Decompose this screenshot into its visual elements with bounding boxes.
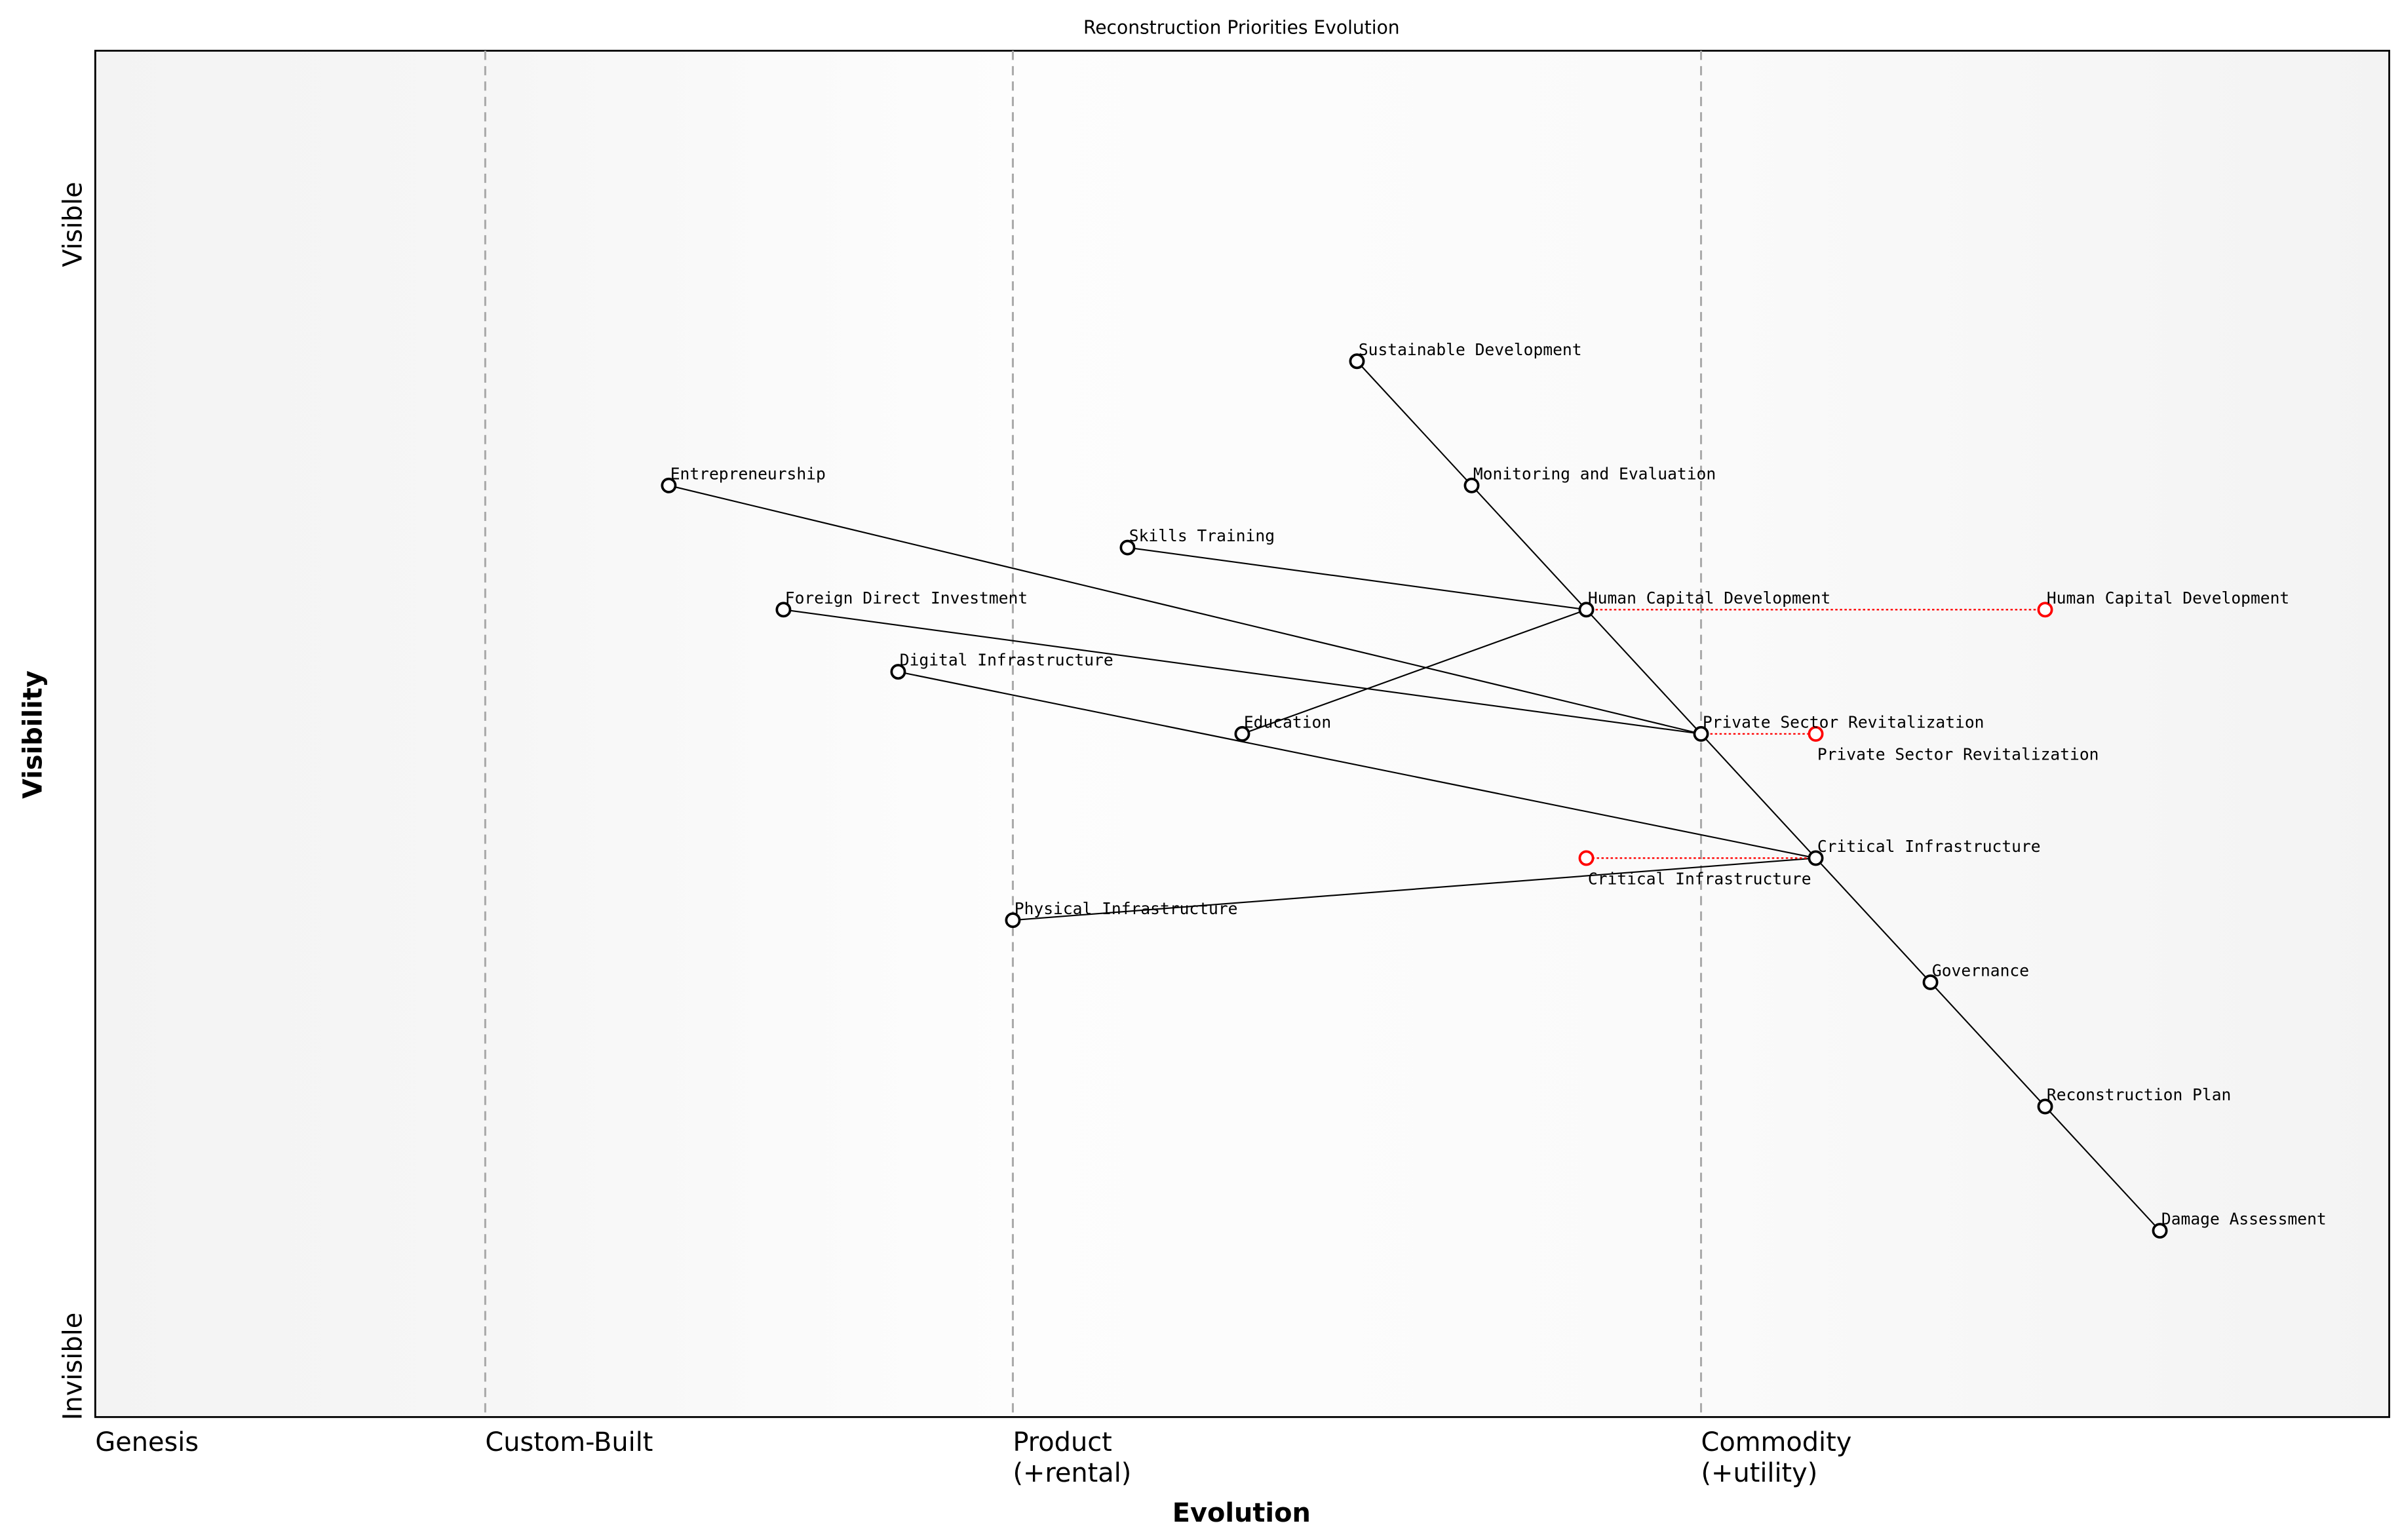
evolved-point [2037,602,2053,618]
component-point [1922,974,1939,990]
stage-tick-label: Commodity (+utility) [1701,1427,1852,1488]
x-axis-label: Evolution [1172,1498,1311,1528]
y-axis-label: Visibility [18,670,48,799]
component-point [1463,477,1480,493]
evolved-label: Critical Infrastructure [1588,869,1811,888]
component-label: Entrepreneurship [670,464,826,483]
evolved-label: Private Sector Revitalization [1817,745,2099,764]
component-label: Digital Infrastructure [900,651,1113,670]
dependency-link [1356,360,1473,486]
component-label: Governance [1932,961,2029,980]
component-label: Foreign Direct Investment [785,588,1028,607]
component-label: Skills Training [1129,526,1275,545]
dependency-link [1815,857,1931,983]
evolved-label: Human Capital Development [2047,588,2289,607]
y-axis-top-label: Visible [58,182,88,267]
component-point [1808,850,1824,866]
dependency-link [1127,547,1587,611]
component-point [1234,725,1250,742]
component-point [1578,602,1595,618]
stage-tick-label: Product (+rental) [1013,1427,1131,1488]
component-label: Damage Assessment [2161,1210,2327,1229]
component-label: Monitoring and Evaluation [1473,464,1716,483]
dependency-link [1471,485,1587,611]
dependency-link [1700,733,1817,859]
component-label: Physical Infrastructure [1015,899,1238,918]
component-label: Human Capital Development [1588,588,1830,607]
stage-tick-label: Genesis [95,1427,199,1457]
dependency-link [1585,609,1702,735]
component-label: Critical Infrastructure [1817,837,2041,856]
component-point [775,602,792,618]
evolved-point [1578,850,1595,866]
component-point [1005,912,1021,929]
chart-title: Reconstruction Priorities Evolution [1083,17,1400,39]
dependency-link [1242,609,1587,735]
evolved-point [1808,725,1824,742]
component-label: Education [1244,712,1331,731]
stage-tick-label: Custom-Built [485,1427,653,1457]
dependency-link [2044,1106,2161,1231]
dependency-link [1013,857,1816,921]
component-point [2152,1223,2168,1239]
y-axis-bottom-label: Invisible [58,1313,88,1420]
component-point [661,477,677,493]
component-point [1119,539,1136,556]
component-point [2037,1098,2053,1115]
component-label: Reconstruction Plan [2047,1085,2231,1104]
component-point [1349,353,1365,370]
component-label: Private Sector Revitalization [1703,712,1984,731]
dependency-link [783,609,1701,735]
component-label: Sustainable Development [1359,340,1582,359]
dependency-link [898,671,1816,859]
dependency-link [668,484,1701,735]
component-point [1693,725,1709,742]
dependency-link [1929,982,2046,1107]
component-point [890,664,906,680]
